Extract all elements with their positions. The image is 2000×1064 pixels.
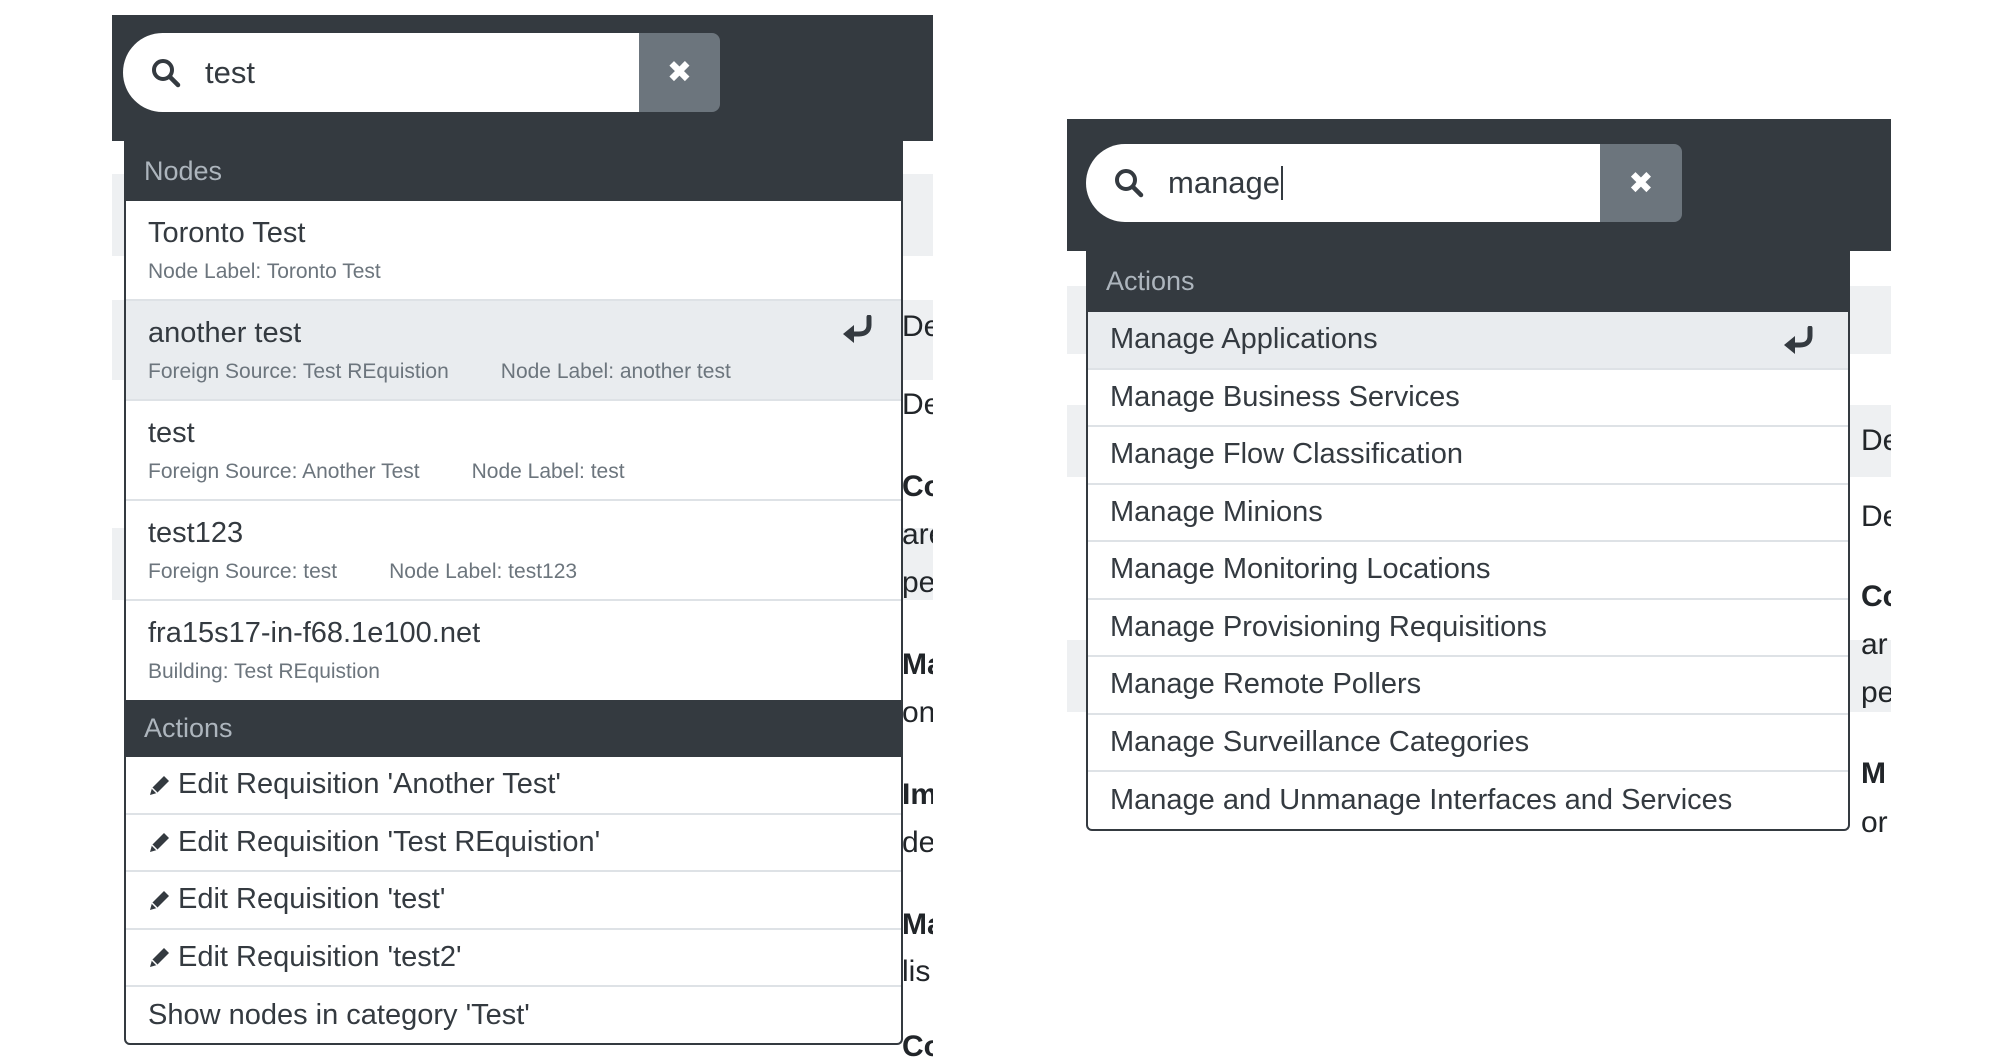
action-result[interactable]: Edit Requisition 'Test REquistion' [126,815,901,872]
node-meta: Foreign Source: Another Test [148,459,420,483]
node-meta: Node Label: test123 [389,559,578,583]
search-query: test [205,54,255,90]
action-result[interactable]: Edit Requisition 'test2' [126,930,901,987]
search-icon [152,58,181,87]
node-result[interactable]: fra15s17-in-f68.1e100.net Building: Test … [126,601,901,700]
node-meta: Node Label: another test [500,359,731,383]
clear-search-button[interactable]: ✖ [639,33,720,112]
background-text: De [902,310,933,343]
action-label: Edit Requisition 'test' [178,883,446,916]
pencil-icon [150,775,169,795]
group-header-nodes: Nodes [126,141,901,201]
action-result[interactable]: Manage Remote Pollers [1088,657,1848,715]
action-label: Manage Surveillance Categories [1110,725,1530,758]
node-result[interactable]: test Foreign Source: Another Test Node Lab… [126,401,901,501]
text-cursor [1281,166,1284,200]
node-title: Toronto Test [148,216,306,249]
background-text: or [1861,806,1888,839]
action-label: Manage Flow Classification [1110,438,1463,471]
background-text: are [902,518,933,551]
node-meta: Node Label: Toronto Test [148,259,381,283]
node-title: test [148,416,195,449]
action-label: Manage and Unmanage Interfaces and Servi… [1110,784,1733,817]
background-text: Co [902,1030,933,1063]
search-query: manage [1168,165,1281,200]
close-icon: ✖ [666,56,693,89]
group-header-actions: Actions [1088,251,1848,312]
action-result[interactable]: Edit Requisition 'Another Test' [126,757,901,815]
enter-key-icon [843,315,872,343]
action-label: Manage Provisioning Requisitions [1110,610,1547,643]
node-meta: Building: Test REquistion [148,660,380,683]
close-icon: ✖ [1628,166,1654,200]
enter-key-icon [1784,326,1813,354]
action-result[interactable]: Show nodes in category 'Test' [126,987,901,1043]
search-results-dropdown: Actions Manage Applications Manage Busine… [1086,251,1850,831]
background-text: Co [1861,580,1891,613]
background-text: Ma [902,908,933,941]
action-label: Edit Requisition 'test2' [178,940,462,973]
action-result[interactable]: Manage Applications [1088,312,1848,370]
clear-search-button[interactable]: ✖ [1600,144,1682,222]
action-label: Manage Minions [1110,495,1323,528]
action-result[interactable]: Manage Provisioning Requisitions [1088,600,1848,657]
search-results-dropdown: Nodes Toronto Test Node Label: Toronto Te… [124,141,903,1045]
background-text: ar [1861,628,1888,661]
node-meta: Foreign Source: test [148,559,338,583]
background-text: Ma [902,648,933,681]
node-result[interactable]: test123 Foreign Source: test Node Label: t… [126,501,901,601]
action-result[interactable]: Manage Minions [1088,485,1848,542]
node-title: fra15s17-in-f68.1e100.net [148,617,481,649]
node-result[interactable]: another test Foreign Source: Test REquist… [126,301,901,401]
background-text: De [1861,424,1891,457]
action-result[interactable]: Manage Surveillance Categories [1088,715,1848,772]
search-input[interactable]: test [123,33,639,112]
action-label: Manage Monitoring Locations [1110,553,1491,586]
node-title: another test [148,316,302,349]
background-text: De [1861,500,1891,533]
action-result[interactable]: Manage Flow Classification [1088,427,1848,485]
action-label: Manage Business Services [1110,380,1460,413]
action-label: Edit Requisition 'Test REquistion' [178,825,601,858]
background-text: de [902,826,933,859]
pencil-icon [150,890,169,910]
node-title: test123 [148,516,244,549]
action-label: Edit Requisition 'Another Test' [178,768,561,801]
group-header-actions: Actions [126,700,901,757]
action-result[interactable]: Manage Business Services [1088,370,1848,427]
node-result[interactable]: Toronto Test Node Label: Toronto Test [126,201,901,301]
action-label: Manage Applications [1110,323,1378,356]
action-result[interactable]: Manage Monitoring Locations [1088,542,1848,600]
action-label: Manage Remote Pollers [1110,668,1422,701]
background-text: pe [1861,676,1891,709]
pencil-icon [150,948,169,968]
action-label: Show nodes in category 'Test' [148,999,530,1032]
background-text: on [902,696,933,729]
node-meta: Foreign Source: Test REquistion [148,359,449,383]
search-icon [1115,169,1144,198]
search-input[interactable]: manage [1086,144,1600,222]
background-text: lis [902,955,931,988]
node-meta: Node Label: test [471,459,625,483]
background-text: pe [902,566,933,599]
pencil-icon [150,833,169,853]
background-text: Co [902,470,933,503]
background-text: De [902,388,933,421]
background-text: M [1861,757,1886,790]
action-result[interactable]: Edit Requisition 'test' [126,872,901,930]
action-result[interactable]: Manage and Unmanage Interfaces and Servi… [1088,772,1848,829]
background-text: Im [902,778,933,811]
